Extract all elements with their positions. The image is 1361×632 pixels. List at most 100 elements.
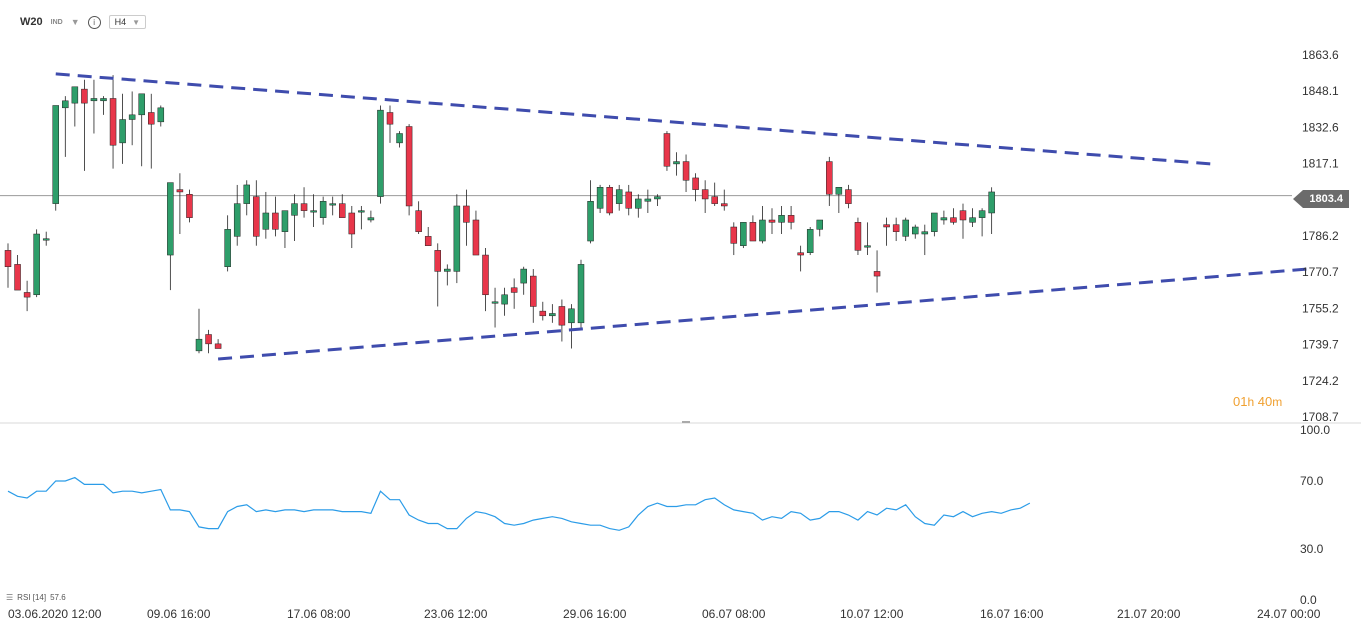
- candle-countdown: 01h 40m: [1233, 394, 1282, 409]
- candle: [644, 189, 652, 213]
- candle-body: [931, 212, 938, 232]
- rsi-legend[interactable]: ☰ RSI [14] 57.6: [6, 593, 66, 602]
- candle: [950, 208, 957, 225]
- candle: [319, 196, 327, 225]
- candle: [625, 184, 632, 216]
- candle-body: [81, 88, 88, 104]
- candle-body: [119, 119, 126, 144]
- candle-body: [348, 212, 356, 235]
- candle-body: [663, 133, 671, 167]
- price-tick-label: 1724.2: [1302, 374, 1339, 388]
- candle-body: [472, 219, 480, 256]
- candle: [549, 304, 556, 323]
- candle-body: [358, 210, 365, 213]
- symbol-dropdown-icon[interactable]: ▼: [70, 17, 80, 27]
- chevron-down-icon: ▼: [132, 17, 141, 27]
- candle-body: [205, 334, 212, 345]
- price-tick-label: 1817.1: [1302, 157, 1339, 171]
- candle-body: [692, 177, 699, 190]
- candle: [912, 224, 919, 239]
- candle-body: [157, 107, 165, 123]
- candle: [635, 194, 642, 218]
- candle-body: [854, 222, 862, 251]
- candle-body: [33, 233, 40, 296]
- candle-body: [415, 210, 422, 232]
- candle: [138, 93, 145, 167]
- candle-body: [635, 198, 642, 209]
- candle: [663, 131, 671, 171]
- candle-body: [23, 292, 31, 298]
- candle-body: [682, 161, 690, 181]
- candle: [510, 278, 518, 309]
- candle-body: [186, 194, 193, 218]
- candle-body: [787, 215, 795, 223]
- candle: [826, 156, 833, 206]
- price-tick-label: 1863.6: [1302, 48, 1339, 62]
- candle-body: [797, 252, 804, 256]
- candle-body: [701, 189, 709, 200]
- rsi-tick-label: 70.0: [1300, 474, 1324, 488]
- candle: [921, 224, 929, 256]
- time-tick-label: 06.07 08:00: [702, 607, 766, 621]
- time-tick-label: 17.06 08:00: [287, 607, 351, 621]
- candle-body: [4, 250, 12, 267]
- candle-body: [520, 268, 527, 284]
- candle: [339, 194, 346, 218]
- candle-body: [577, 264, 585, 324]
- candle-body: [912, 226, 919, 235]
- candle: [501, 287, 508, 316]
- candle-body: [826, 161, 833, 195]
- candle: [205, 329, 212, 354]
- candle: [176, 173, 184, 235]
- candle: [806, 227, 814, 256]
- candle: [14, 255, 21, 291]
- candle: [52, 105, 59, 211]
- candle: [272, 196, 279, 237]
- candle: [148, 93, 155, 169]
- chart-grid: [0, 195, 1361, 424]
- candle: [23, 280, 31, 312]
- candle: [759, 205, 766, 244]
- candle: [386, 105, 394, 143]
- candle-body: [864, 245, 871, 248]
- candle: [969, 208, 976, 228]
- candle: [596, 184, 604, 213]
- candle: [864, 222, 871, 256]
- candle-body: [730, 226, 738, 244]
- candle-body: [644, 198, 652, 202]
- candle-body: [816, 219, 823, 230]
- candle-body: [921, 231, 929, 235]
- candle-body: [453, 205, 461, 272]
- candle: [892, 217, 900, 242]
- timeframe-select[interactable]: H4 ▼: [108, 15, 147, 29]
- candle: [530, 269, 537, 323]
- price-tick-label: 1755.2: [1302, 301, 1339, 315]
- candle-body: [759, 219, 766, 242]
- candle: [167, 182, 174, 291]
- candle-body: [377, 109, 384, 197]
- time-tick-label: 21.07 20:00: [1117, 607, 1181, 621]
- time-tick-label: 10.07 12:00: [840, 607, 904, 621]
- candle-body: [319, 201, 327, 218]
- candle: [959, 203, 967, 239]
- candle-body: [778, 215, 785, 223]
- support-trendline: [217, 267, 1307, 361]
- candle-body: [615, 189, 623, 204]
- candle-body: [253, 196, 260, 237]
- candle-body: [281, 210, 289, 232]
- candle: [195, 308, 203, 354]
- candle-body: [329, 203, 336, 206]
- candle: [749, 215, 757, 242]
- candle: [730, 222, 738, 256]
- candle: [721, 189, 728, 211]
- candle-body: [434, 250, 441, 272]
- candle-body: [558, 306, 566, 326]
- candle-body: [892, 224, 900, 232]
- candle: [797, 245, 804, 272]
- candle-body: [300, 203, 308, 211]
- candle: [568, 304, 575, 349]
- symbol-label[interactable]: W20: [20, 16, 43, 28]
- info-icon[interactable]: i: [87, 15, 101, 29]
- candle: [71, 86, 79, 127]
